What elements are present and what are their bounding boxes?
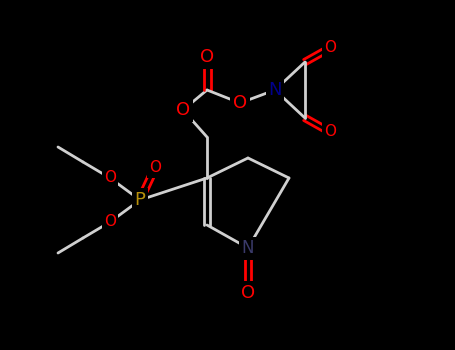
Text: O: O <box>324 125 336 140</box>
Text: O: O <box>200 48 214 66</box>
Text: O: O <box>149 161 161 175</box>
Text: N: N <box>242 239 254 257</box>
Text: O: O <box>104 215 116 230</box>
Text: O: O <box>176 101 190 119</box>
Text: O: O <box>104 170 116 186</box>
Text: O: O <box>233 94 247 112</box>
Text: O: O <box>241 284 255 302</box>
Text: P: P <box>135 191 146 209</box>
Text: N: N <box>268 81 282 99</box>
Text: O: O <box>324 41 336 56</box>
